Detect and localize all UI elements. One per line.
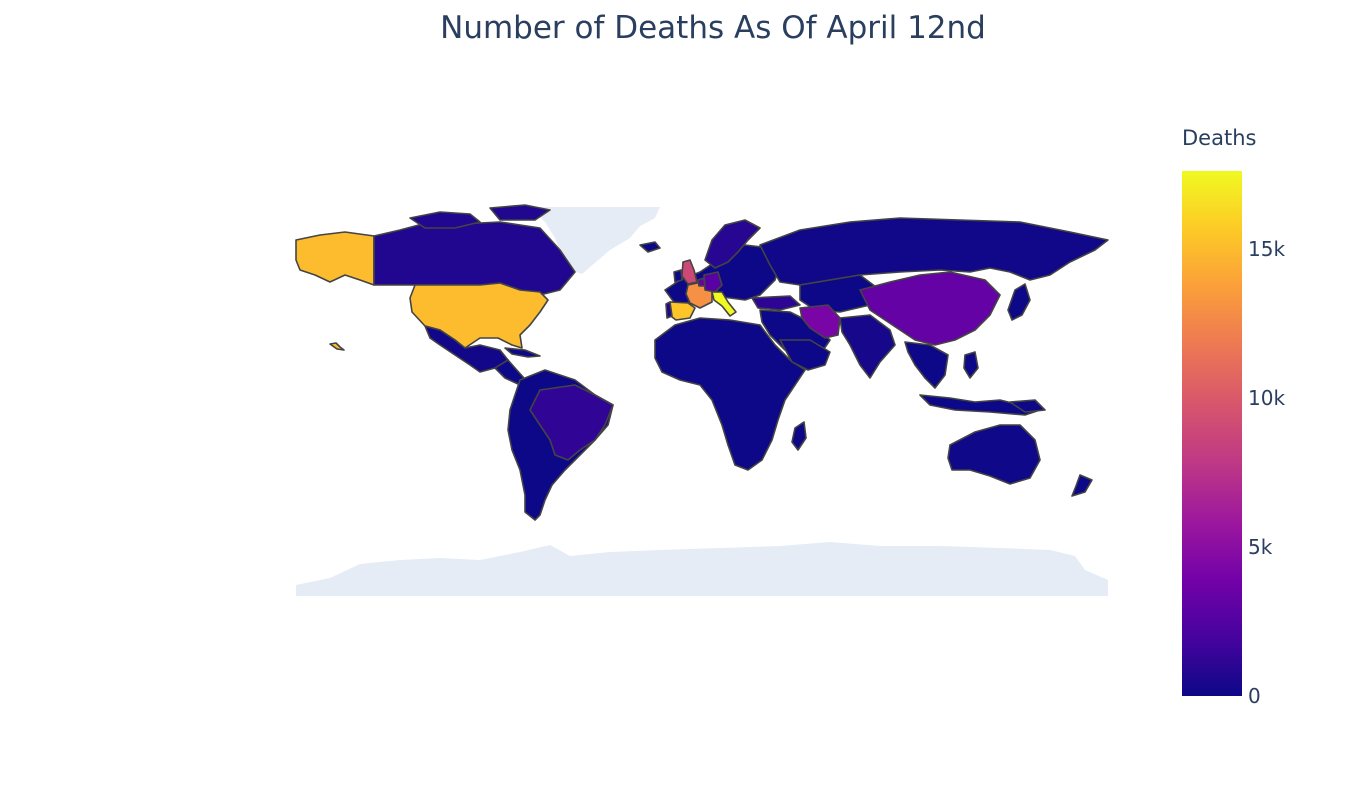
region-italy[interactable]: [711, 291, 737, 317]
region-ireland[interactable]: [673, 269, 683, 283]
region-germany[interactable]: [703, 271, 723, 293]
region-cuba[interactable]: [504, 347, 541, 358]
region-arctic-islands-2[interactable]: [489, 204, 551, 221]
greenland: [530, 207, 660, 274]
region-portugal[interactable]: [665, 301, 673, 319]
region-philippines[interactable]: [963, 351, 979, 379]
region-africa[interactable]: [654, 317, 806, 471]
colorbar: [1182, 171, 1242, 696]
region-arabia[interactable]: [779, 339, 831, 371]
region-australia[interactable]: [947, 424, 1041, 485]
chart-title: Number of Deaths As Of April 12nd: [440, 10, 986, 46]
region-new-guinea[interactable]: [1009, 399, 1046, 413]
colorbar-tick-0: 0: [1248, 684, 1261, 708]
region-alaska[interactable]: [295, 231, 375, 286]
region-hawaii[interactable]: [329, 342, 345, 351]
region-japan[interactable]: [1007, 283, 1031, 321]
region-central-asia[interactable]: [799, 274, 881, 313]
region-canada[interactable]: [373, 221, 576, 296]
region-southeast-asia[interactable]: [904, 341, 949, 389]
region-china[interactable]: [859, 271, 1001, 346]
colorbar-title: Deaths: [1182, 126, 1257, 150]
antarctica: [296, 542, 1108, 596]
region-arctic-islands[interactable]: [409, 211, 481, 229]
region-iceland[interactable]: [639, 241, 661, 253]
colorbar-tick-5k: 5k: [1248, 534, 1273, 559]
region-belgium[interactable]: [697, 277, 706, 287]
region-madagascar[interactable]: [791, 421, 807, 451]
colorbar-tick-10k: 10k: [1248, 385, 1286, 410]
region-new-zealand[interactable]: [1071, 474, 1093, 497]
region-india[interactable]: [839, 314, 896, 379]
colorbar-tick-15k: 15k: [1248, 236, 1286, 261]
region-turkey[interactable]: [751, 295, 801, 311]
region-scandinavia[interactable]: [704, 219, 761, 269]
region-brazil[interactable]: [529, 384, 614, 461]
region-iran[interactable]: [799, 304, 841, 339]
